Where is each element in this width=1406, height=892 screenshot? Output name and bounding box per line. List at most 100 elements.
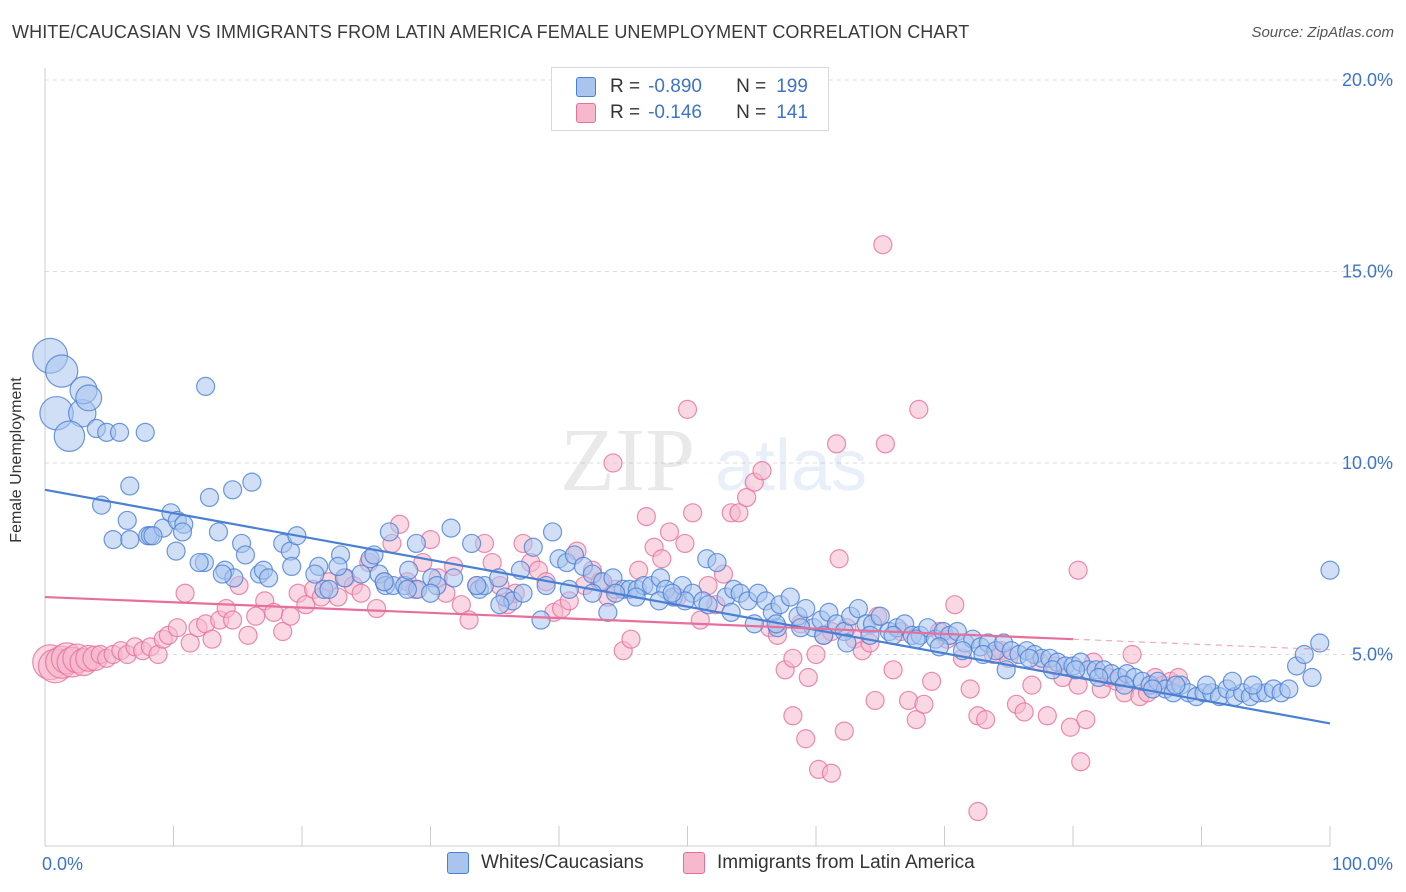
- latin-america-point: [922, 671, 942, 691]
- latin-america-point: [1037, 706, 1057, 726]
- legend-row-latin-america: R = -0.146 N = 141: [576, 100, 808, 126]
- latin-america-point: [1014, 702, 1034, 722]
- legend-label-whites: Whites/Caucasians: [481, 852, 644, 873]
- latin-america-point: [875, 434, 895, 454]
- latin-america-point: [1076, 710, 1096, 730]
- legend-swatch-pink: [576, 103, 596, 123]
- legend-item-latin-america[interactable]: Immigrants from Latin America: [683, 852, 975, 874]
- latin-america-trend-line: [44, 595, 1074, 641]
- correlation-legend: R = -0.890 N = 199 R = -0.146 N = 141: [551, 67, 829, 131]
- whites-point: [397, 579, 417, 599]
- series-whites-points: [32, 337, 1340, 707]
- series-legend: Whites/Caucasians Immigrants from Latin …: [0, 852, 1406, 878]
- whites-point: [523, 537, 543, 557]
- whites-point: [1310, 633, 1330, 653]
- latin-america-point: [821, 763, 842, 783]
- whites-point: [319, 579, 339, 599]
- whites-point: [513, 583, 533, 603]
- whites-point: [848, 598, 869, 619]
- whites-point: [374, 572, 394, 592]
- whites-point: [1302, 667, 1322, 688]
- whites-point: [467, 575, 487, 596]
- latin-america-point: [883, 660, 903, 680]
- y-tick-label: 15.0%: [1342, 262, 1393, 282]
- whites-point: [420, 583, 441, 603]
- legend-r-label: R =: [610, 102, 641, 123]
- legend-r-value: -0.890: [648, 76, 702, 97]
- latin-america-point: [906, 710, 926, 730]
- y-tick-label: 5.0%: [1352, 645, 1393, 665]
- latin-america-point: [280, 606, 301, 626]
- latin-america-point: [223, 610, 243, 630]
- latin-america-point: [659, 522, 680, 542]
- latin-america-point: [1068, 560, 1088, 580]
- whites-point: [598, 602, 618, 622]
- whites-point: [53, 420, 86, 452]
- whites-point: [120, 529, 140, 550]
- y-axis-label: Female Unemployment: [8, 377, 25, 543]
- latin-america-point: [180, 633, 200, 653]
- latin-america-point: [1122, 644, 1142, 665]
- whites-point: [441, 518, 461, 538]
- latin-america-point: [677, 399, 698, 419]
- whites-point: [166, 541, 186, 561]
- latin-america-point: [296, 595, 316, 615]
- whites-point: [305, 564, 325, 584]
- chart-title: WHITE/CAUCASIAN VS IMMIGRANTS FROM LATIN…: [12, 22, 970, 42]
- whites-point: [870, 606, 890, 626]
- whites-point: [328, 556, 348, 577]
- whites-point: [1222, 671, 1242, 691]
- legend-swatch-blue: [576, 77, 596, 97]
- latin-america-point: [1060, 717, 1081, 737]
- latin-america-point: [829, 549, 849, 569]
- whites-point: [1166, 675, 1186, 695]
- legend-item-whites[interactable]: Whites/Caucasians: [447, 852, 644, 874]
- legend-row-whites: R = -0.890 N = 199: [576, 74, 808, 100]
- whites-point: [117, 510, 137, 531]
- latin-america-point: [351, 583, 371, 603]
- whites-point: [199, 487, 220, 508]
- whites-point: [707, 552, 727, 573]
- latin-america-point: [1071, 752, 1091, 772]
- latin-america-point: [603, 453, 623, 473]
- whites-point: [75, 384, 103, 412]
- latin-america-point: [752, 461, 772, 481]
- latin-america-point: [238, 625, 258, 645]
- latin-america-point: [621, 629, 641, 649]
- series-latin-america-points: [32, 235, 1188, 822]
- latin-america-point: [873, 235, 893, 255]
- whites-point: [399, 560, 419, 580]
- whites-point: [351, 564, 371, 584]
- whites-point: [883, 625, 903, 645]
- whites-point: [143, 526, 163, 546]
- whites-point: [796, 598, 816, 619]
- latin-america-point: [945, 595, 965, 615]
- latin-america-point: [826, 434, 847, 454]
- latin-america-point: [960, 679, 980, 699]
- latin-america-point: [806, 644, 826, 665]
- legend-n-label: N =: [736, 76, 767, 97]
- latin-america-point: [683, 503, 703, 523]
- x-tick-labels: 0.0% 100.0%: [42, 854, 1393, 874]
- whites-point: [1019, 648, 1039, 668]
- whites-point: [531, 610, 551, 630]
- whites-point: [120, 476, 140, 496]
- trend-lines: [44, 488, 1331, 725]
- whites-trend-line: [44, 488, 1331, 725]
- axes: [44, 68, 1331, 847]
- whites-point: [379, 522, 399, 542]
- latin-america-point: [783, 706, 803, 726]
- latin-america-point: [729, 503, 749, 523]
- y-tick-label: 20.0%: [1342, 70, 1393, 90]
- whites-point: [109, 422, 130, 442]
- y-tick-label: 10.0%: [1342, 453, 1393, 473]
- whites-point: [1197, 675, 1217, 695]
- latin-america-point: [652, 549, 672, 569]
- latin-america-point: [167, 618, 187, 638]
- latin-america-point: [968, 801, 988, 822]
- latin-america-point: [366, 598, 387, 619]
- whites-point: [1042, 660, 1063, 680]
- whites-point: [172, 522, 193, 542]
- legend-r-label: R =: [610, 76, 641, 97]
